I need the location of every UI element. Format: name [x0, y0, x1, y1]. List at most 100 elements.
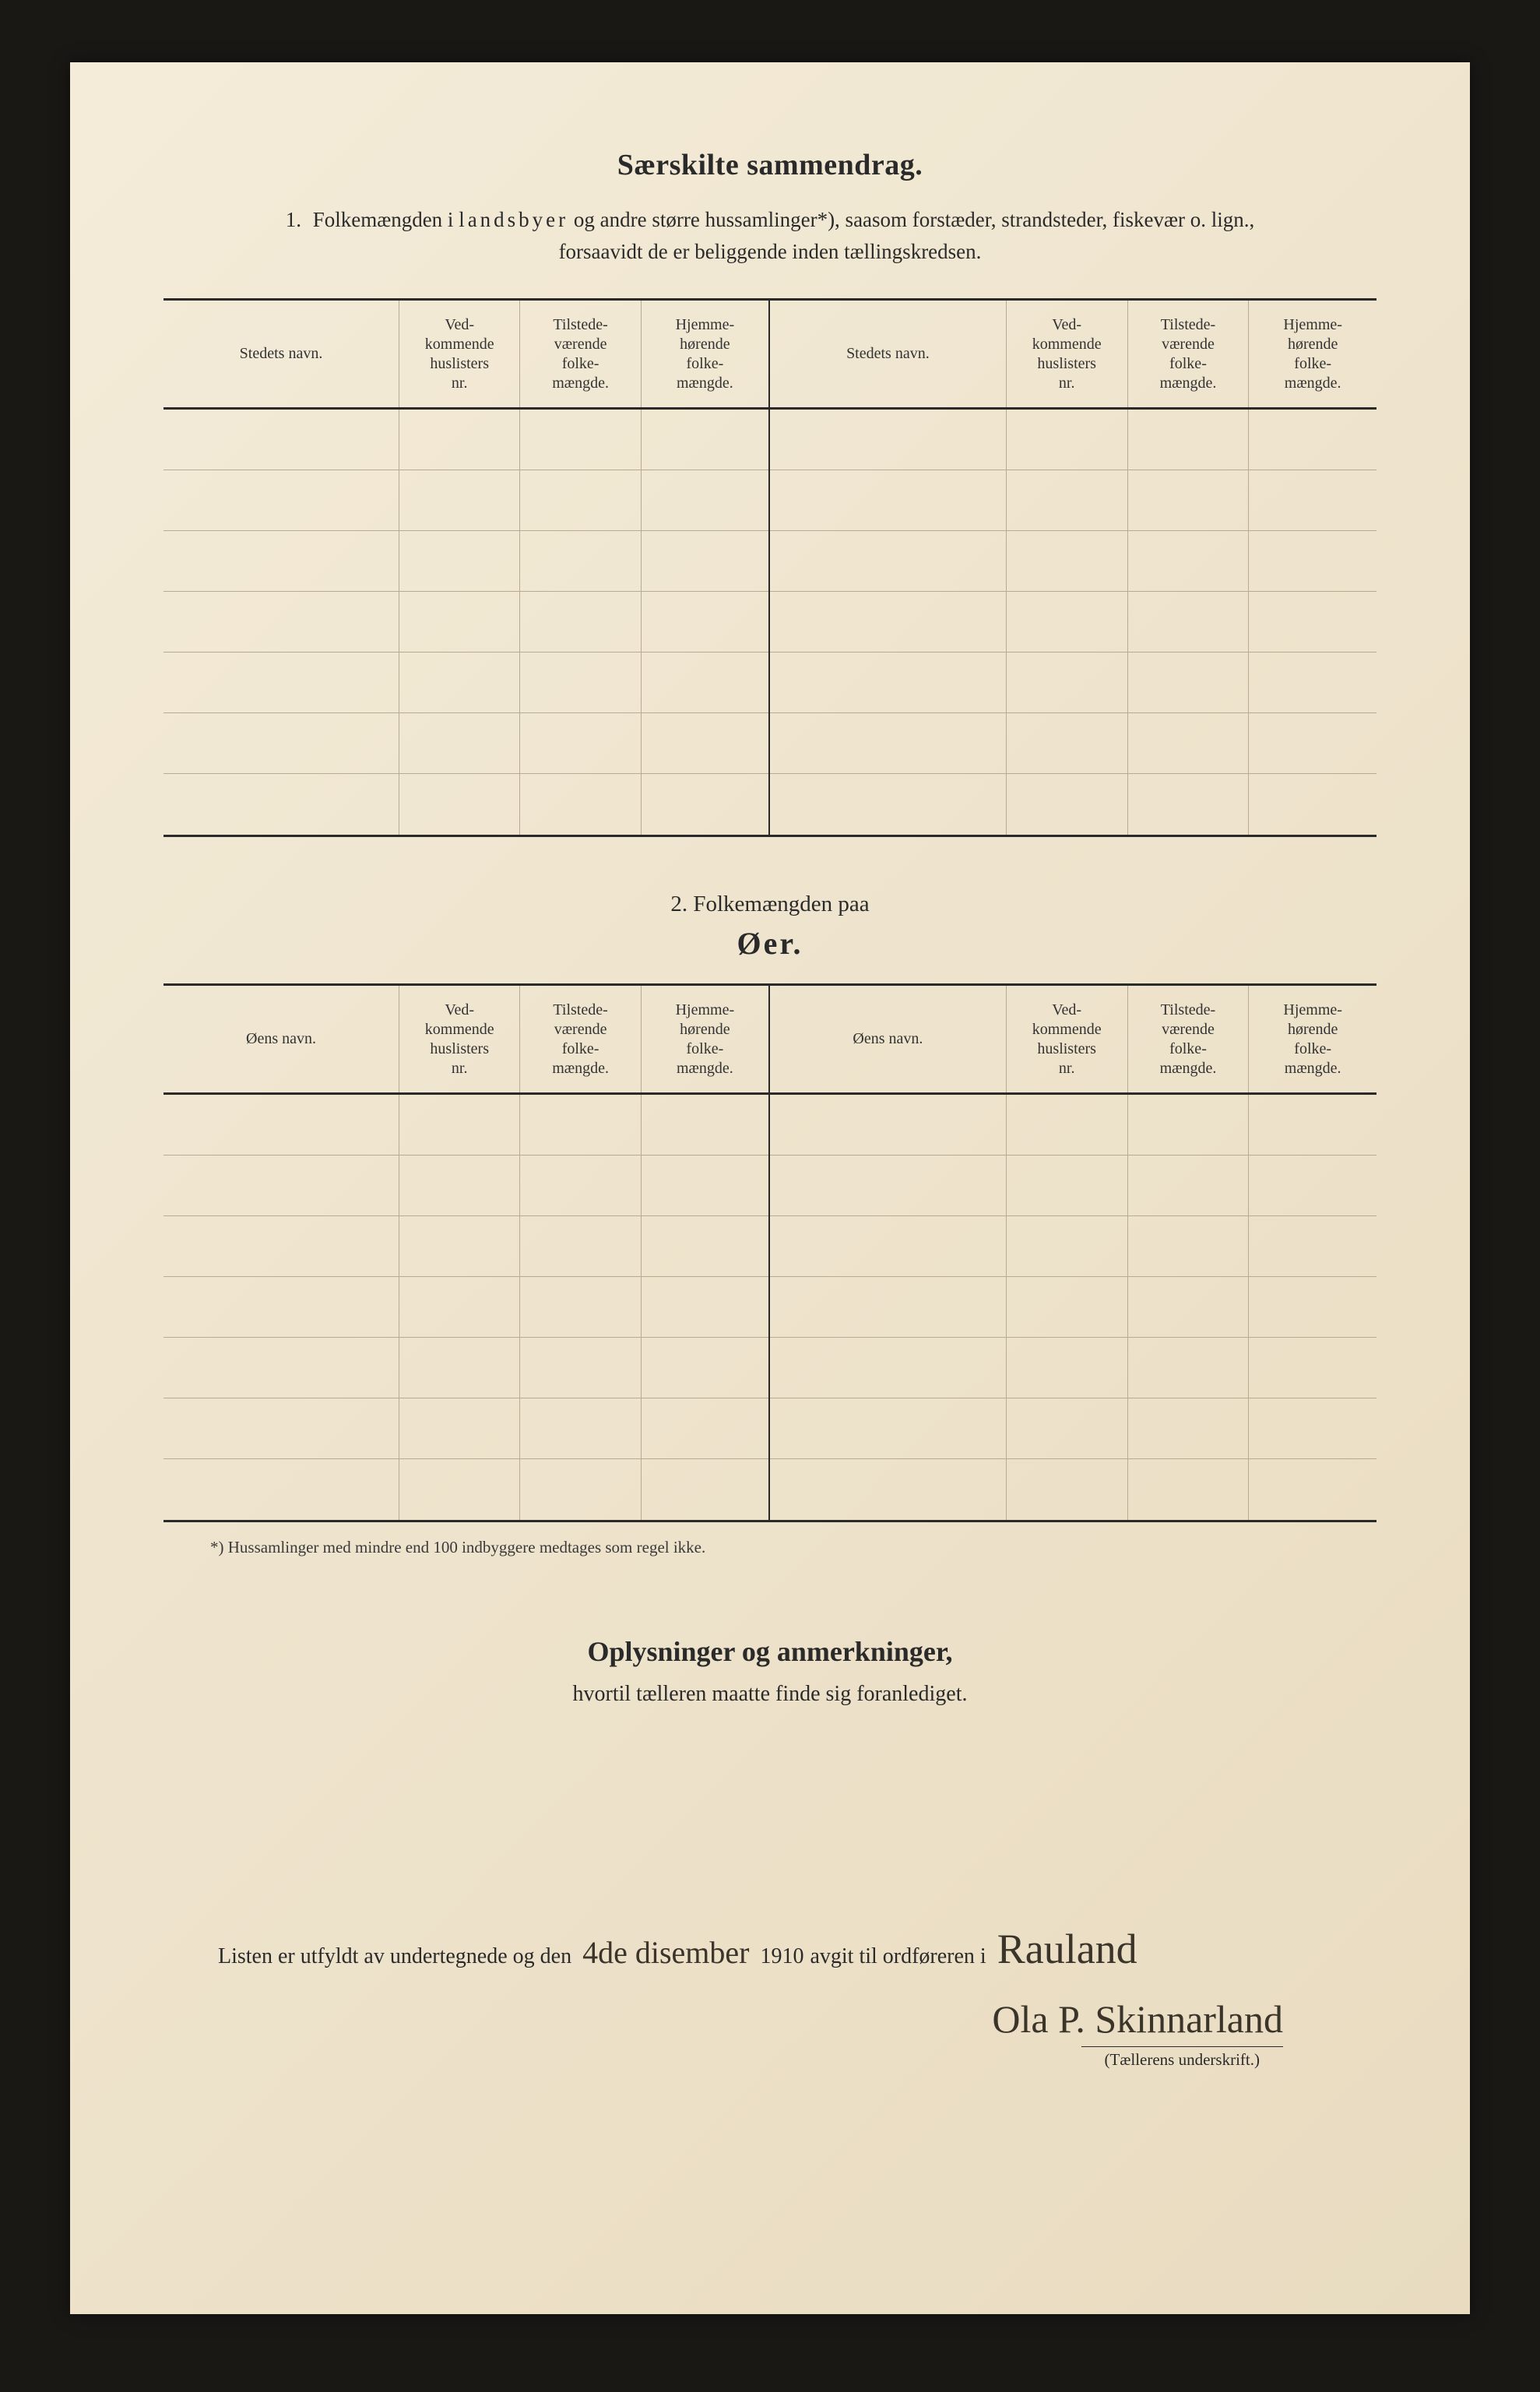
table-row [770, 653, 1377, 713]
table-cell [1007, 774, 1128, 835]
table-cell [163, 1095, 399, 1155]
footnote: *) Hussamlinger med mindre end 100 indby… [163, 1538, 1377, 1557]
table-cell [1249, 592, 1377, 652]
table-cell [642, 1095, 768, 1155]
table-cell [642, 653, 768, 712]
table-cell [1128, 410, 1250, 470]
table-cell [520, 592, 641, 652]
sign-year: 1910 [760, 1944, 803, 1969]
table-cell [1128, 1095, 1250, 1155]
intro-text-line2: forsaavidt de er beliggende inden tællin… [559, 240, 982, 263]
table-cell [770, 1277, 1007, 1337]
table-row [163, 774, 768, 835]
table-cell [1249, 1277, 1377, 1337]
table-cell [163, 1277, 399, 1337]
th-a: Ved-kommendehuslistersnr. [399, 301, 520, 407]
table-cell [520, 1156, 641, 1215]
table1-left: Stedets navn. Ved-kommendehuslistersnr. … [163, 301, 770, 835]
table-cell [1249, 653, 1377, 712]
table-cell [642, 713, 768, 773]
section2-sub: Øer. [163, 925, 1377, 962]
table-cell [163, 1459, 399, 1520]
th-b: Tilstede-værendefolke-mængde. [520, 301, 641, 407]
th-name: Stedets navn. [770, 301, 1007, 407]
table1-right: Stedets navn. Ved-kommendehuslistersnr. … [770, 301, 1377, 835]
table-cell [399, 1216, 520, 1276]
signature-line: Listen er utfyldt av undertegnede og den… [163, 1925, 1377, 1973]
table-cell [1128, 592, 1250, 652]
table-cell [163, 1398, 399, 1458]
table-cell [1128, 1216, 1250, 1276]
table-row [770, 1338, 1377, 1398]
table-cell [399, 713, 520, 773]
paper-sheet: Særskilte sammendrag. 1. Folkemængden i … [70, 62, 1470, 2314]
sign-date-handwritten: 4de disember [578, 1934, 754, 1971]
table2-right-body [770, 1095, 1377, 1520]
table-row [163, 713, 768, 774]
table-cell [1128, 1156, 1250, 1215]
table-cell [770, 1095, 1007, 1155]
table1-header-row: Stedets navn. Ved-kommendehuslistersnr. … [163, 301, 768, 410]
table-cell [770, 1459, 1007, 1520]
th-a: Ved-kommendehuslistersnr. [399, 986, 520, 1092]
table-cell [642, 1398, 768, 1458]
sign-place-handwritten: Rauland [993, 1925, 1142, 1973]
table-cell [1007, 1216, 1128, 1276]
table-cell [642, 1156, 768, 1215]
table-cell [1007, 410, 1128, 470]
section1-number: 1. [286, 208, 301, 231]
table-cell [642, 1216, 768, 1276]
table-row [770, 1095, 1377, 1156]
table-cell [1007, 470, 1128, 530]
table-cell [642, 1338, 768, 1398]
oplys-title: Oplysninger og anmerkninger, [163, 1635, 1377, 1668]
table1-right-body [770, 410, 1377, 835]
table2: Øens navn. Ved-kommendehuslistersnr. Til… [163, 983, 1377, 1522]
table-row [163, 1398, 768, 1459]
table-cell [520, 1338, 641, 1398]
th-name: Øens navn. [770, 986, 1007, 1092]
table-cell [399, 1398, 520, 1458]
table-cell [1249, 1459, 1377, 1520]
table-cell [1007, 1156, 1128, 1215]
th-c: Hjemme-hørendefolke-mængde. [1249, 301, 1377, 407]
table2-header-row: Øens navn. Ved-kommendehuslistersnr. Til… [770, 986, 1377, 1095]
table-cell [1007, 653, 1128, 712]
table-row [770, 1216, 1377, 1277]
table-cell [1249, 470, 1377, 530]
table-cell [399, 410, 520, 470]
table2-left-body [163, 1095, 768, 1520]
table-cell [163, 713, 399, 773]
table-cell [770, 1338, 1007, 1398]
table-row [163, 592, 768, 653]
sign-mid: avgit til ordføreren i [810, 1944, 986, 1969]
table-cell [1128, 531, 1250, 591]
th-c: Hjemme-hørendefolke-mængde. [642, 301, 768, 407]
table-cell [520, 1459, 641, 1520]
table2-header-row: Øens navn. Ved-kommendehuslistersnr. Til… [163, 986, 768, 1095]
table-cell [163, 774, 399, 835]
table-cell [163, 1338, 399, 1398]
table-cell [399, 774, 520, 835]
table2-right: Øens navn. Ved-kommendehuslistersnr. Til… [770, 986, 1377, 1520]
title-main: Særskilte sammendrag. [163, 148, 1377, 182]
table-cell [642, 410, 768, 470]
table-cell [770, 592, 1007, 652]
th-b: Tilstede-værendefolke-mængde. [1128, 986, 1250, 1092]
table-cell [1007, 531, 1128, 591]
table-row [770, 1277, 1377, 1338]
table-cell [642, 470, 768, 530]
table1: Stedets navn. Ved-kommendehuslistersnr. … [163, 298, 1377, 837]
table-cell [520, 1095, 641, 1155]
table-row [163, 410, 768, 470]
table1-header-row: Stedets navn. Ved-kommendehuslistersnr. … [770, 301, 1377, 410]
table-cell [770, 1398, 1007, 1458]
table-cell [399, 531, 520, 591]
table-cell [770, 653, 1007, 712]
table-cell [520, 531, 641, 591]
oplys-sub: hvortil tælleren maatte finde sig foranl… [163, 1682, 1377, 1707]
table-cell [520, 774, 641, 835]
table-cell [399, 1338, 520, 1398]
intro-text-b: og andre større hussamlinger*), saasom f… [568, 208, 1254, 231]
table-cell [399, 1277, 520, 1337]
